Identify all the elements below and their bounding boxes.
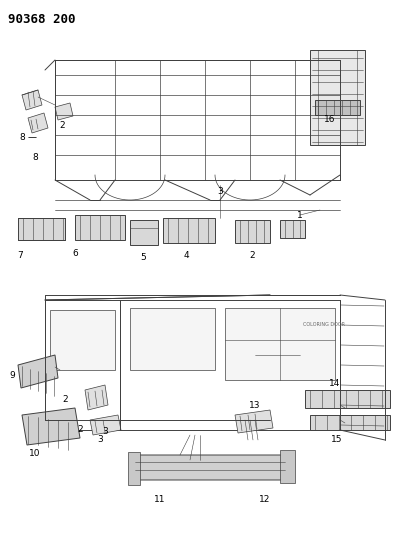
- Polygon shape: [280, 450, 295, 483]
- Polygon shape: [90, 415, 121, 435]
- Polygon shape: [18, 218, 65, 240]
- Text: 2: 2: [62, 395, 68, 405]
- Polygon shape: [310, 50, 365, 145]
- Text: 3: 3: [102, 427, 108, 437]
- Text: 4: 4: [183, 251, 189, 260]
- Polygon shape: [50, 310, 115, 370]
- Polygon shape: [280, 220, 305, 238]
- Polygon shape: [130, 220, 158, 245]
- Text: 5: 5: [140, 253, 146, 262]
- Polygon shape: [22, 90, 42, 110]
- Polygon shape: [75, 215, 125, 240]
- Text: 8: 8: [32, 154, 38, 163]
- Polygon shape: [130, 308, 215, 370]
- Polygon shape: [305, 390, 390, 408]
- Text: 14: 14: [329, 378, 341, 387]
- Text: 2: 2: [249, 251, 255, 260]
- Polygon shape: [22, 408, 80, 445]
- Polygon shape: [130, 455, 290, 480]
- Polygon shape: [85, 385, 108, 410]
- Text: 12: 12: [259, 496, 271, 505]
- Text: COLORING DOOR: COLORING DOOR: [303, 321, 345, 327]
- Polygon shape: [18, 355, 58, 388]
- Text: 11: 11: [154, 496, 166, 505]
- Polygon shape: [28, 113, 48, 133]
- Text: 90368 200: 90368 200: [8, 13, 75, 26]
- Polygon shape: [235, 410, 273, 433]
- Text: 13: 13: [249, 400, 261, 409]
- Polygon shape: [225, 308, 335, 380]
- Polygon shape: [310, 415, 390, 430]
- Polygon shape: [163, 218, 215, 243]
- Text: 6: 6: [72, 248, 78, 257]
- Text: 15: 15: [331, 435, 343, 445]
- Text: 3: 3: [97, 435, 103, 445]
- Text: 10: 10: [29, 448, 41, 457]
- Text: 8: 8: [19, 133, 25, 142]
- Text: 1: 1: [297, 211, 303, 220]
- Text: 7: 7: [17, 251, 23, 260]
- Text: 9: 9: [9, 370, 15, 379]
- Text: —: —: [28, 133, 36, 142]
- Polygon shape: [315, 100, 360, 115]
- Polygon shape: [128, 452, 140, 485]
- Text: 16: 16: [324, 116, 336, 125]
- Text: 2: 2: [59, 120, 65, 130]
- Text: 2: 2: [77, 425, 83, 434]
- Text: 3: 3: [217, 188, 223, 197]
- Polygon shape: [235, 220, 270, 243]
- Polygon shape: [55, 103, 73, 120]
